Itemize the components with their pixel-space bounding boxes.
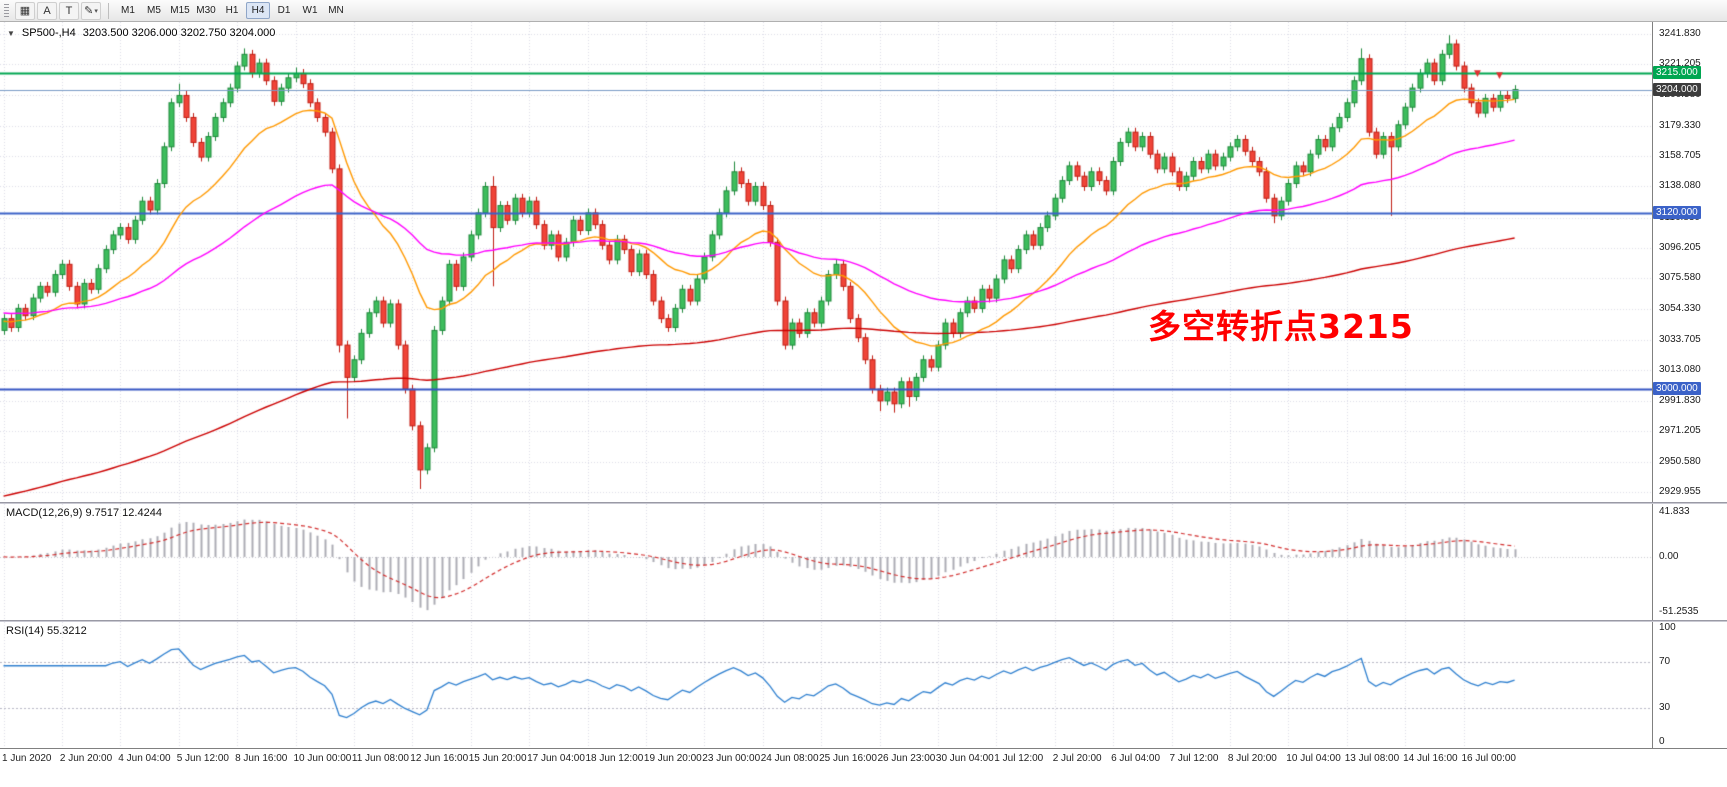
price-tick: 3013.080 [1659,363,1701,375]
panel-separator-2[interactable] [0,620,1727,622]
price-tick: 2950.580 [1659,455,1701,467]
panel-separator-1[interactable] [0,502,1727,504]
price-tick: 2929.955 [1659,486,1701,497]
price-tick: 3221.205 [1659,58,1701,70]
timeframe-d1-button[interactable]: D1 [277,5,291,16]
price-chart-canvas[interactable] [0,22,1652,502]
macd-label: MACD(12,26,9) 9.7517 12.4244 [6,507,162,519]
time-label: 18 Jun 12:00 [585,753,644,764]
drawing-tool-button[interactable]: ✎ ▾ [81,1,101,20]
price-level-tag: 3204.000 [1653,82,1701,96]
price-tick: 3096.205 [1659,241,1701,253]
macd-tick: 0.00 [1659,550,1679,562]
price-tick: 3075.580 [1659,272,1701,284]
text-tool-button[interactable]: T [59,1,79,20]
toolbar-separator [108,2,109,19]
price-level-tag: 3120.000 [1653,205,1701,219]
text-tool-icon: T [65,4,73,17]
chart-annotation-text: 多空转折点3215 [1148,307,1414,346]
rsi-panel [0,622,1652,748]
price-level-tag: 3000.000 [1653,382,1701,396]
time-label: 8 Jun 16:00 [235,753,288,764]
time-label: 12 Jun 16:00 [410,753,469,764]
tool-buttons: ▦ A T ✎ ▾ [14,1,102,20]
rsi-tick: 30 [1659,701,1671,713]
symbol-ohlc: 3203.500 3206.000 3202.750 3204.000 [82,27,276,39]
text-annotation-button[interactable]: A [37,1,57,20]
rsi-tick: 0 [1659,736,1665,747]
price-tick: 3033.705 [1659,333,1701,345]
time-label: 14 Jul 16:00 [1403,753,1458,764]
price-level-tag: 3215.000 [1653,66,1701,80]
price-tick: 3138.080 [1659,180,1701,192]
timeframe-m15-button[interactable]: M15 [170,5,190,16]
chart-collapse-icon[interactable]: ▼ [7,28,15,38]
chart-grid-button[interactable]: ▦ [15,1,35,20]
time-label: 8 Jul 20:00 [1227,753,1277,764]
time-label: 1 Jul 12:00 [994,753,1044,764]
time-axis[interactable]: 1 Jun 2020 2 Jun 20:00 4 Jun 04:00 5 Jun 12… [0,748,1727,768]
timeframe-h1-button[interactable]: H1 [225,5,239,16]
time-label: 23 Jun 00:00 [702,753,761,764]
macd-tick: -51.2535 [1659,606,1699,617]
price-axis[interactable]: 3241.8303221.2053200.5803179.3303158.705… [1652,22,1727,748]
price-tick: 3054.330 [1659,303,1701,315]
time-label: 10 Jul 04:00 [1286,753,1341,764]
time-label: 1 Jun 2020 [2,753,52,764]
timeframe-m1-button[interactable]: M1 [121,5,135,16]
price-tick: 2971.205 [1659,425,1701,437]
macd-panel [0,504,1652,620]
symbol-info: ▼ SP500-,H4 3203.500 3206.000 3202.750 3… [7,27,275,39]
time-label: 10 Jun 00:00 [293,753,352,764]
timeframe-h4-button[interactable]: H4 [246,2,270,19]
chart-grid-icon: ▦ [19,5,31,17]
time-label: 24 Jun 08:00 [760,753,819,764]
time-label: 2 Jul 20:00 [1052,753,1102,764]
chevron-down-icon: ▾ [94,7,98,15]
drawing-tool-icon: ✎ [84,5,94,17]
timeframe-m30-button[interactable]: M30 [196,5,216,16]
toolbar-grip[interactable] [4,3,9,18]
rsi-label: RSI(14) 55.3212 [6,625,87,637]
time-label: 6 Jul 04:00 [1111,753,1161,764]
text-annotation-icon: A [43,4,51,17]
time-label: 11 Jun 08:00 [351,753,409,764]
timeframe-buttons: M1 M5 M15 M30 H1 H4 D1 W1 MN [115,2,349,19]
time-label: 26 Jun 23:00 [877,753,936,764]
rsi-tick: 100 [1659,622,1676,633]
time-label: 19 Jun 20:00 [643,753,702,764]
rsi-canvas[interactable] [0,622,1652,748]
time-label: 7 Jul 12:00 [1169,753,1219,764]
rsi-tick: 70 [1659,656,1671,668]
timeframe-m5-button[interactable]: M5 [147,5,161,16]
time-label: 2 Jun 20:00 [59,753,113,764]
time-label: 4 Jun 04:00 [118,753,171,764]
macd-tick: 41.833 [1659,506,1690,517]
price-tick: 3158.705 [1659,150,1701,162]
price-tick: 3179.330 [1659,119,1701,131]
time-label: 30 Jun 04:00 [935,753,994,764]
price-chart-panel [0,22,1652,502]
time-label: 16 Jul 00:00 [1461,753,1517,764]
time-label: 5 Jun 12:00 [176,753,229,764]
price-tick: 3241.830 [1659,28,1701,39]
macd-canvas[interactable] [0,504,1652,620]
time-label: 17 Jun 04:00 [527,753,585,764]
symbol-title: SP500-,H4 [21,27,76,39]
time-label: 13 Jul 08:00 [1344,753,1400,764]
toolbar: ▦ A T ✎ ▾ M1 M5 M15 M30 H1 H4 D1 W1 MN [0,0,1727,22]
time-label: 25 Jun 16:00 [819,753,877,764]
timeframe-w1-button[interactable]: W1 [302,5,318,16]
time-label: 15 Jun 20:00 [468,753,527,764]
price-tick: 2991.830 [1659,395,1701,407]
timeframe-mn-button[interactable]: MN [328,5,344,16]
